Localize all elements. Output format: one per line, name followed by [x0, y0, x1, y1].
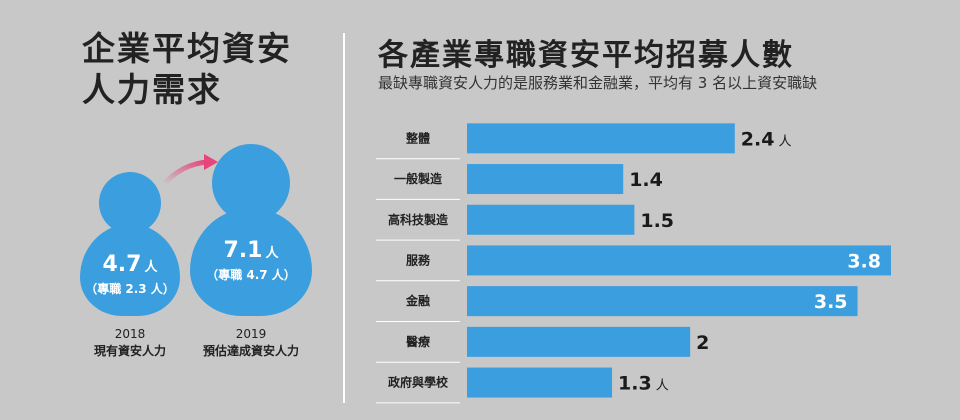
bar	[467, 367, 613, 398]
value-label: 3.8	[847, 250, 881, 272]
category-label: 高科技製造	[388, 212, 449, 227]
chart-title: 各產業專職資安平均招募人數	[378, 38, 794, 73]
category-label: 醫療	[406, 334, 430, 349]
bar	[467, 286, 858, 317]
note-2019: （專職 4.7 人）	[206, 268, 296, 282]
left-title: 企業平均資安人力需求	[82, 29, 292, 109]
bar	[467, 204, 635, 235]
person-2019-icon: 7.1 人 （專職 4.7 人）	[190, 144, 312, 316]
bar	[467, 123, 735, 154]
value-label: 3.5	[814, 291, 848, 313]
category-label: 服務	[406, 252, 431, 267]
value-unit: 人	[656, 379, 669, 394]
desc-2019: 預估達成資安人力	[202, 344, 299, 358]
category-label: 整體	[405, 130, 430, 145]
category-label: 金融	[405, 293, 430, 308]
value-unit: 人	[778, 134, 791, 149]
year-2018: 2018	[114, 327, 146, 341]
category-label: 政府與學校	[388, 375, 449, 390]
person-2018-icon: 4.7 人 （專職 2.3 人）	[80, 172, 180, 316]
year-2019: 2019	[235, 327, 267, 341]
unit-2018: 人	[144, 260, 158, 275]
label-2018: 2018 現有資安人力	[70, 326, 190, 360]
bar	[467, 326, 691, 357]
note-2018: （專職 2.3 人）	[85, 282, 175, 296]
value-label: 1.4	[629, 169, 663, 191]
value-label: 1.5	[640, 210, 674, 232]
category-label: 一般製造	[394, 171, 443, 186]
bar	[467, 245, 891, 276]
unit-2019: 人	[265, 246, 279, 261]
desc-2018: 現有資安人力	[93, 344, 166, 358]
bar	[467, 164, 624, 195]
chart-subtitle: 最缺專職資安人力的是服務業和金融業，平均有 3 名以上資安職缺	[378, 74, 818, 92]
panel-divider	[343, 33, 345, 403]
value-2018: 4.7	[102, 252, 142, 277]
growth-arrow-icon	[161, 154, 218, 187]
value-label: 2.4 人	[741, 128, 792, 150]
value-label: 2	[696, 332, 709, 354]
label-2019: 2019 預估達成資安人力	[186, 326, 316, 360]
value-label: 1.3 人	[618, 373, 669, 395]
value-2019: 7.1	[223, 238, 263, 263]
